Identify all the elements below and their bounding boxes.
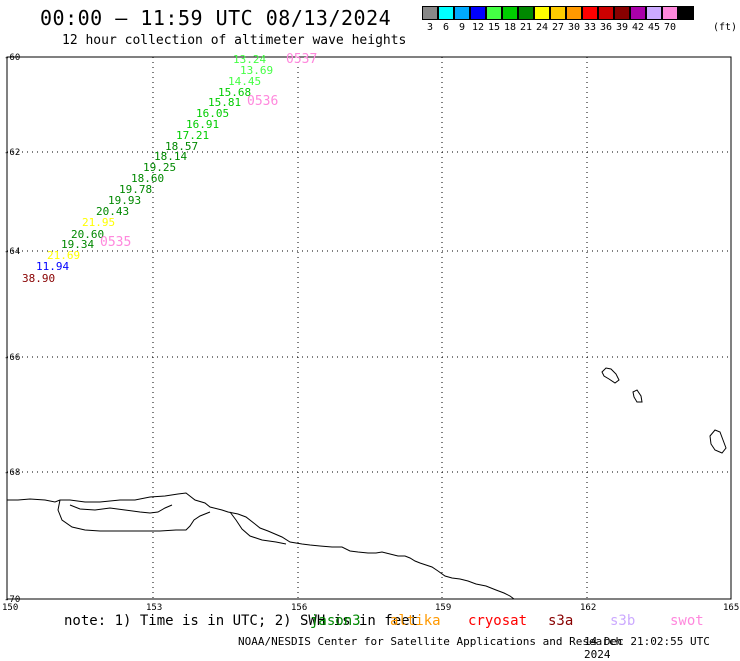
- lon-tick-label: 162: [580, 603, 597, 613]
- island-2: [632, 389, 643, 403]
- map-frame: [6, 56, 732, 600]
- lat-tick-label: -64: [4, 247, 21, 257]
- graticule: [7, 57, 731, 599]
- sat-s3b: s3b: [610, 613, 636, 629]
- wave-height-value: 19.93: [108, 194, 142, 207]
- legend-unit: (ft): [713, 22, 738, 33]
- wave-height-value: 19.34: [61, 238, 95, 251]
- wave-height-value: 18.14: [154, 150, 188, 163]
- pass-label-0537: 0537: [286, 52, 318, 67]
- wave-height-value: 16.91: [186, 118, 220, 131]
- antarctic-coastline: [7, 492, 515, 600]
- legend-label: 18: [503, 22, 517, 33]
- legend-label: 30: [567, 22, 581, 33]
- legend-swatch: [550, 6, 566, 20]
- pass-label-0536: 0536: [247, 94, 279, 109]
- lon-tick-label: 159: [435, 603, 452, 613]
- sat-s3a: s3a: [548, 613, 574, 629]
- legend-swatch: [566, 6, 582, 20]
- legend-swatch: [662, 6, 678, 20]
- legend-swatch: [646, 6, 662, 20]
- legend-swatch: [454, 6, 470, 20]
- wave-height-value: 20.60: [71, 228, 105, 241]
- island-1: [601, 367, 620, 384]
- map-title: 00:00 – 11:59 UTC 08/13/2024: [40, 6, 392, 30]
- lon-tick-label: 156: [291, 603, 308, 613]
- wave-height-value: 11.94: [36, 260, 70, 273]
- legend-label: 36: [599, 22, 613, 33]
- wave-height-value: 15.68: [218, 86, 252, 99]
- legend-swatch: [614, 6, 630, 20]
- wave-height-value: 13.24: [233, 53, 267, 66]
- wave-height-value: 18.57: [165, 140, 199, 153]
- legend-label: 45: [647, 22, 661, 33]
- legend-swatch: [518, 6, 534, 20]
- legend-swatch: [422, 6, 438, 20]
- wave-height-legend: [422, 6, 694, 20]
- legend-label: 39: [615, 22, 629, 33]
- legend-swatch: [534, 6, 550, 20]
- lat-tick-label: -60: [4, 53, 21, 63]
- legend-label: 70: [663, 22, 677, 33]
- sat-cryosat: cryosat: [468, 613, 528, 629]
- legend-swatch: [486, 6, 502, 20]
- lon-tick-label: 153: [146, 603, 163, 613]
- timestamp-text: 14 Dec 21:02:55 UTC 2024: [584, 635, 710, 661]
- pass-label-0535: 0535: [100, 235, 132, 250]
- wave-height-value: 16.05: [196, 107, 230, 120]
- wave-height-value: 15.81: [208, 96, 242, 109]
- legend-swatch: [582, 6, 598, 20]
- legend-label: 15: [487, 22, 501, 33]
- island-3: [709, 429, 727, 454]
- legend-label: 21: [519, 22, 533, 33]
- legend-label: 12: [471, 22, 485, 33]
- legend-label: 42: [631, 22, 645, 33]
- wave-height-value: 19.78: [119, 183, 153, 196]
- map-subtitle: 12 hour collection of altimeter wave hei…: [62, 33, 407, 48]
- legend-label: 27: [551, 22, 565, 33]
- coast-inlet-1: [57, 499, 211, 532]
- legend-swatch: [598, 6, 614, 20]
- wave-height-value: 21.95: [82, 216, 116, 229]
- legend-swatch: [438, 6, 454, 20]
- wave-height-value: 19.25: [143, 161, 177, 174]
- wave-height-value: 18.60: [131, 172, 165, 185]
- lat-tick-label: -70: [4, 595, 21, 605]
- legend-label: 33: [583, 22, 597, 33]
- wave-height-value: 20.43: [96, 205, 130, 218]
- legend-swatch: [678, 6, 694, 20]
- sat-swot: swot: [670, 613, 704, 629]
- legend-label: 6: [442, 22, 450, 33]
- wave-height-value: 13.69: [240, 64, 274, 77]
- lat-tick-label: -68: [4, 468, 21, 478]
- wave-height-value: 38.90: [22, 272, 56, 285]
- coast-inlet-3: [229, 511, 287, 545]
- lon-tick-label: 150: [2, 603, 19, 613]
- legend-label: 9: [458, 22, 466, 33]
- wave-height-value: 14.45: [228, 75, 262, 88]
- sat-jason3: jason3: [310, 613, 361, 629]
- credit-text: NOAA/NESDIS Center for Satellite Applica…: [238, 635, 623, 648]
- coast-inlet-2: [69, 504, 173, 514]
- legend-swatch: [630, 6, 646, 20]
- legend-labels: 3 6 9 12 15 18 21 24 27 30 33 36 39 42 45 70: [422, 22, 678, 33]
- lon-tick-label: 165: [723, 603, 740, 613]
- legend-swatch: [502, 6, 518, 20]
- lat-tick-label: -66: [4, 353, 21, 363]
- wave-height-value: 17.21: [176, 129, 210, 142]
- legend-swatch: [470, 6, 486, 20]
- wave-height-value: 21.69: [47, 249, 81, 262]
- legend-label: 24: [535, 22, 549, 33]
- lat-tick-label: -62: [4, 148, 21, 158]
- legend-label: 3: [426, 22, 434, 33]
- sat-altika: altika: [390, 613, 441, 629]
- footer-note: note: 1) Time is in UTC; 2) SWH is in fe…: [64, 613, 419, 629]
